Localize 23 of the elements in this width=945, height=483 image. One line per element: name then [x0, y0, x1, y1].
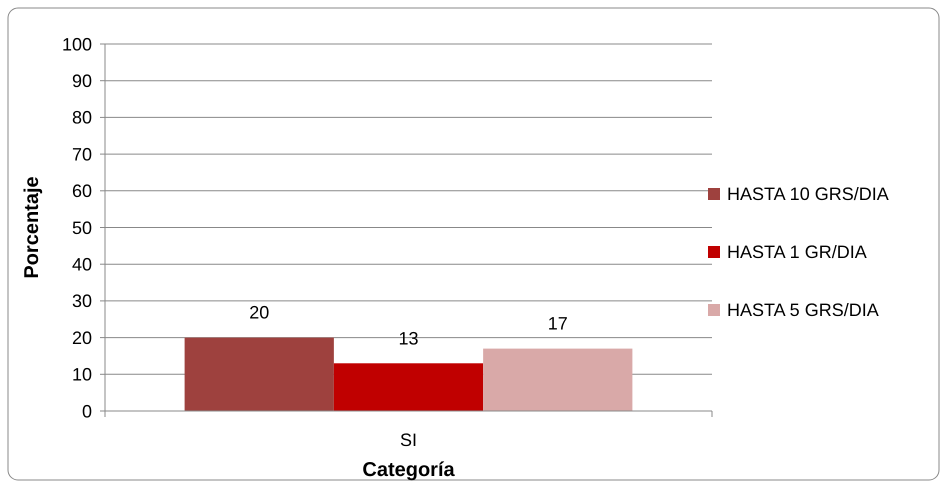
y-tick-label: 50	[72, 218, 92, 238]
y-tick-label: 0	[82, 401, 92, 422]
legend-label: HASTA 10 GRS/DIA	[727, 184, 889, 204]
legend-label: HASTA 5 GRS/DIA	[727, 300, 879, 320]
data-label: 17	[548, 314, 568, 334]
x-tick-label: SI	[400, 430, 418, 450]
y-tick-label: 100	[62, 34, 92, 54]
y-tick-label: 70	[72, 144, 92, 164]
x-axis-title: Categoría	[362, 459, 456, 481]
legend-label: HASTA 1 GR/DIA	[727, 242, 867, 262]
y-tick-label: 10	[72, 364, 92, 385]
bar	[483, 348, 632, 411]
data-label: 20	[249, 302, 270, 323]
bar	[184, 338, 334, 411]
bar	[334, 363, 484, 411]
data-label: 13	[398, 328, 419, 348]
y-tick-label: 80	[72, 108, 92, 128]
y-tick-label: 90	[72, 71, 92, 91]
y-tick-label: 40	[72, 254, 92, 274]
y-axis-title: Porcentaje	[21, 176, 43, 279]
y-tick-label: 60	[72, 181, 92, 202]
y-tick-label: 30	[72, 291, 92, 312]
y-tick-label: 20	[72, 328, 92, 348]
